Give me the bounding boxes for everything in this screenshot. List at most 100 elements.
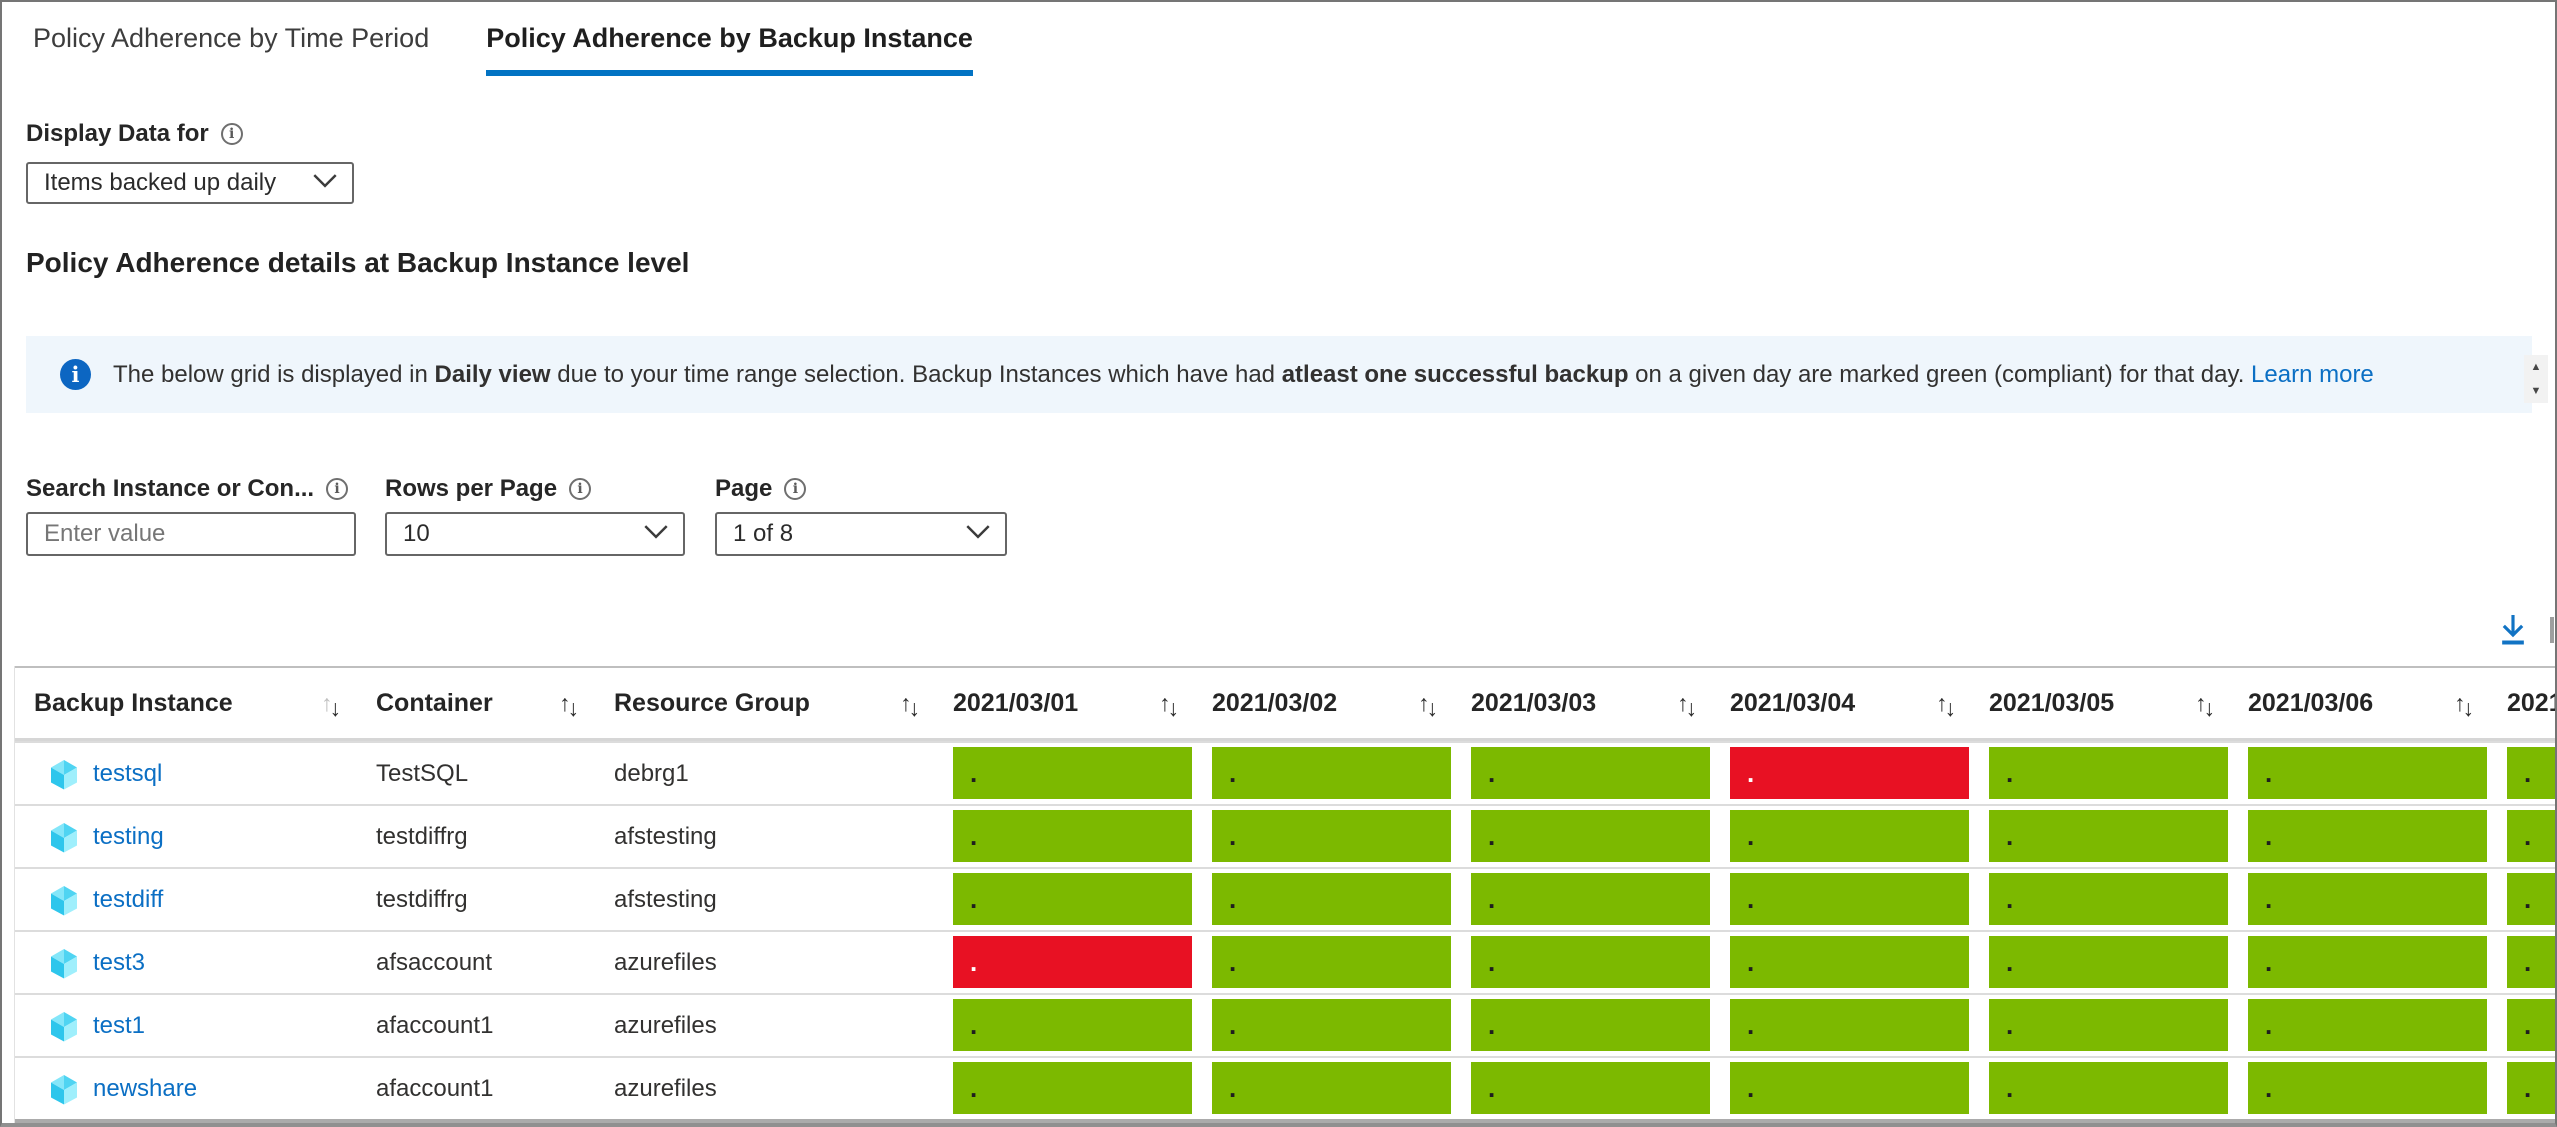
day-cell: . (1975, 1058, 2234, 1119)
adherence-cell: . (1730, 999, 1969, 1051)
column-header-2021-03-05[interactable]: 2021/03/05 ↑↓ (1975, 668, 2234, 738)
grid-bottom-border (15, 1119, 2557, 1123)
rows-per-page-dropdown[interactable]: 10 (385, 512, 685, 556)
column-label: Container (376, 688, 493, 717)
backup-instance-cell: newshare (15, 1058, 360, 1119)
day-cell: . (939, 806, 1198, 867)
instance-link[interactable]: testdiff (93, 885, 164, 913)
instance-link[interactable]: testsql (93, 759, 163, 787)
backup-instance-icon (51, 1011, 77, 1041)
adherence-cell: . (953, 747, 1192, 799)
column-header-2021-03-04[interactable]: 2021/03/04 ↑↓ (1716, 668, 1975, 738)
policy-adherence-grid: Backup Instance ↑↓ Container ↑↓ Resource… (14, 666, 2557, 1123)
report-tabs: Policy Adherence by Time Period Policy A… (33, 23, 973, 76)
page-filter-group: Page i (715, 474, 807, 504)
table-row: testing testdiffrg afstesting . . . . . … (15, 804, 2557, 867)
day-cell: . (2234, 1058, 2493, 1119)
rows-per-page-label-text: Rows per Page (385, 475, 558, 502)
container-cell: TestSQL (376, 759, 469, 787)
container-cell: testdiffrg (376, 822, 468, 850)
instance-link[interactable]: test1 (93, 1011, 146, 1039)
adherence-cell: . (1730, 747, 1969, 799)
backup-instance-cell: testdiff (15, 869, 360, 930)
column-header-2021-03-03[interactable]: 2021/03/03 ↑↓ (1457, 668, 1716, 738)
sort-icon[interactable]: ↑↓ (1159, 689, 1179, 721)
day-cell: . (1457, 806, 1716, 867)
day-cell: . (1716, 869, 1975, 930)
sort-icon[interactable]: ↑↓ (1418, 689, 1438, 721)
adherence-cell: . (2248, 810, 2487, 862)
banner-text: The below grid is displayed in Daily vie… (113, 361, 2374, 389)
search-input-box (26, 512, 356, 556)
tab-policy-adherence-by-backup-instance[interactable]: Policy Adherence by Backup Instance (486, 23, 973, 76)
column-label: 2021/03/01 (953, 688, 1079, 717)
sort-icon[interactable]: ↑↓ (1677, 689, 1697, 721)
info-icon[interactable]: i (784, 478, 807, 500)
adherence-cell: . (1212, 936, 1451, 988)
adherence-cell: . (1212, 810, 1451, 862)
search-input[interactable] (28, 514, 354, 554)
scrollbar-thumb[interactable] (2550, 617, 2554, 643)
day-cell: . (1975, 869, 2234, 930)
banner-bold-daily-view: Daily view (434, 360, 551, 388)
backup-instance-icon (51, 759, 77, 789)
instance-link[interactable]: newshare (93, 1074, 198, 1102)
day-cell: . (2493, 806, 2557, 867)
table-row: testdiff testdiffrg afstesting . . . . .… (15, 867, 2557, 930)
info-icon[interactable]: i (220, 123, 243, 145)
adherence-cell: . (953, 936, 1192, 988)
column-header-2021-03-01[interactable]: 2021/03/01 ↑↓ (939, 668, 1198, 738)
page-dropdown[interactable]: 1 of 8 (715, 512, 1007, 556)
sort-icon[interactable]: ↑↓ (2454, 689, 2474, 721)
resource-group-cell: afstesting (614, 885, 717, 913)
backup-instance-icon (51, 1074, 77, 1104)
day-cell: . (2493, 932, 2557, 993)
column-label: 2021/03/04 (1730, 688, 1856, 717)
day-cell: . (1716, 806, 1975, 867)
day-cell: . (2234, 869, 2493, 930)
column-header-container[interactable]: Container ↑↓ (360, 668, 598, 738)
container-cell: afsaccount (376, 948, 493, 976)
adherence-cell: . (1730, 810, 1969, 862)
adherence-cell: . (1471, 810, 1710, 862)
display-data-for-label: Display Data for i (26, 120, 243, 148)
dropdown-value: 10 (403, 520, 430, 547)
sort-icon[interactable]: ↑↓ (559, 689, 579, 721)
backup-instance-cell: testing (15, 806, 360, 867)
day-cell: . (1975, 743, 2234, 804)
adherence-cell: . (953, 810, 1192, 862)
download-icon (2502, 615, 2524, 645)
info-banner: i The below grid is displayed in Daily v… (26, 336, 2532, 413)
sort-icon[interactable]: ↑↓ (900, 689, 920, 721)
tab-label: Policy Adherence by Backup Instance (486, 23, 973, 53)
learn-more-link[interactable]: Learn more (2251, 360, 2374, 388)
banner-text-prefix: The below grid is displayed in (113, 360, 435, 388)
search-label: Search Instance or Con... i (26, 474, 349, 504)
rows-per-page-label: Rows per Page i (385, 474, 592, 504)
sort-icon[interactable]: ↑↓ (321, 689, 341, 721)
sort-icon[interactable]: ↑↓ (1936, 689, 1956, 721)
adherence-cell: . (1730, 936, 1969, 988)
column-header-resource-group[interactable]: Resource Group ↑↓ (598, 668, 939, 738)
sort-icon[interactable]: ↑↓ (2195, 689, 2215, 721)
column-label: 2021/03/05 (1989, 688, 2115, 717)
instance-link[interactable]: test3 (93, 948, 146, 976)
day-cell: . (1457, 932, 1716, 993)
info-icon[interactable]: i (326, 478, 349, 500)
resource-group-cell: azurefiles (614, 1074, 717, 1102)
scroll-up-icon[interactable]: ▲ (2524, 355, 2548, 379)
instance-link[interactable]: testing (93, 822, 164, 850)
day-cell: . (2234, 995, 2493, 1056)
column-header-2021-03-02[interactable]: 2021/03/02 ↑↓ (1198, 668, 1457, 738)
scroll-down-icon[interactable]: ▼ (2524, 379, 2548, 403)
column-header-backup-instance[interactable]: Backup Instance ↑↓ (15, 668, 360, 738)
info-icon[interactable]: i (569, 478, 592, 500)
day-cell: . (1716, 743, 1975, 804)
adherence-cell: . (2248, 999, 2487, 1051)
display-data-for-dropdown[interactable]: Items backed up daily (26, 162, 354, 204)
tab-policy-adherence-by-time-period[interactable]: Policy Adherence by Time Period (33, 24, 429, 70)
download-button[interactable] (2492, 608, 2534, 652)
column-header-2021-03-07[interactable]: 2021/03/07 (2493, 668, 2557, 738)
column-header-2021-03-06[interactable]: 2021/03/06 ↑↓ (2234, 668, 2493, 738)
column-label: 2021/03/06 (2248, 688, 2374, 717)
